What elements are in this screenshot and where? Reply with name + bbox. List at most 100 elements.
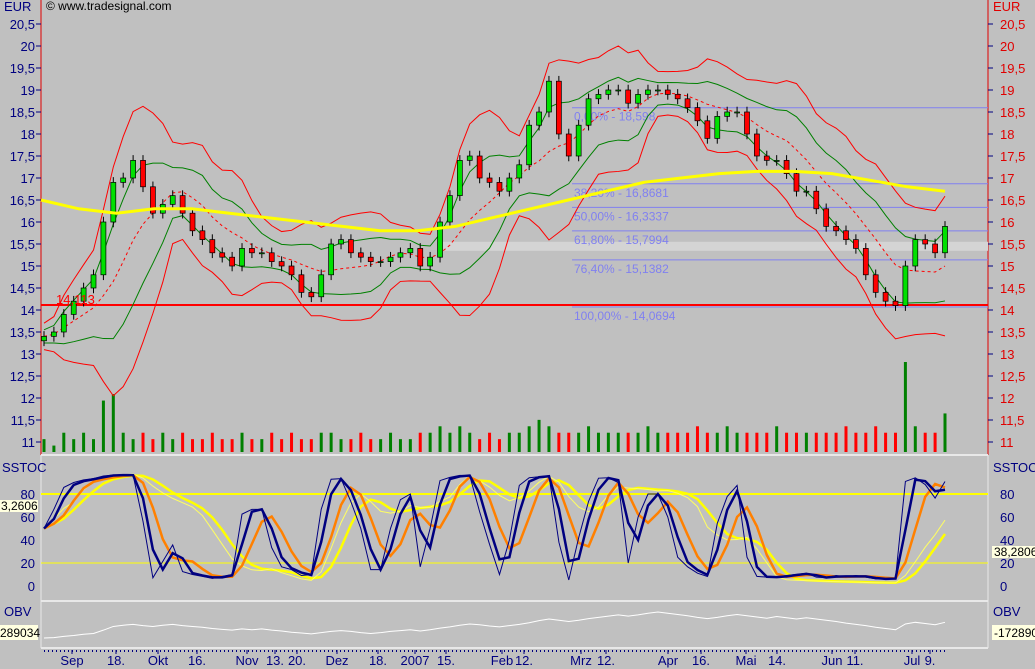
date-minor-tick xyxy=(424,650,425,652)
candle-body xyxy=(397,252,404,258)
date-minor-tick xyxy=(484,650,485,652)
date-minor-tick xyxy=(660,650,661,652)
volume-bar xyxy=(299,439,303,452)
candle-body xyxy=(258,252,265,255)
volume-bar xyxy=(527,426,531,452)
date-minor-tick xyxy=(136,650,137,652)
volume-bar xyxy=(121,432,125,452)
stoch-tick-label-right: 60 xyxy=(1000,510,1014,525)
date-minor-tick xyxy=(564,650,565,652)
date-minor-tick xyxy=(196,650,197,652)
candle-body xyxy=(684,98,691,108)
date-minor-tick xyxy=(496,650,497,652)
date-minor-tick xyxy=(752,650,753,652)
date-minor-tick xyxy=(132,650,133,652)
volume-bar xyxy=(260,439,264,452)
volume-bar xyxy=(82,432,86,452)
candle-body xyxy=(417,248,424,267)
date-tick-label: 13. xyxy=(266,653,284,668)
candle-body xyxy=(714,116,721,139)
date-minor-tick xyxy=(732,650,733,652)
candle-body xyxy=(239,248,245,267)
volume-bar xyxy=(725,426,729,452)
date-minor-tick xyxy=(260,650,261,652)
date-tick-label: 9. xyxy=(925,653,936,668)
stoch-tick-label-left: 40 xyxy=(21,533,35,548)
candle-body xyxy=(268,252,275,262)
candle-body xyxy=(536,111,542,126)
obv-readout-right-bg xyxy=(992,625,1035,640)
date-tick-label: 2007 xyxy=(401,653,430,668)
date-minor-tick xyxy=(320,650,321,652)
date-minor-tick xyxy=(432,650,433,652)
price-tick-label-left: 12 xyxy=(21,391,35,406)
volume-bar xyxy=(884,432,888,452)
fibonacci-levels: 0,00% - 18,598 38,20% - 16,8681 50,00% - 1… xyxy=(41,107,988,323)
price-tick-label-left: 13 xyxy=(21,347,35,362)
date-minor-tick xyxy=(608,650,609,652)
date-tick-label: Okt xyxy=(148,653,169,668)
date-minor-tick xyxy=(556,650,557,652)
date-minor-tick xyxy=(124,650,125,652)
date-minor-tick xyxy=(360,650,361,652)
date-tick-label: 20. xyxy=(288,653,306,668)
date-minor-tick xyxy=(488,650,489,652)
volume-bar xyxy=(72,439,76,452)
volume-bar xyxy=(765,432,769,452)
date-minor-tick xyxy=(684,650,685,652)
date-minor-tick xyxy=(900,650,901,652)
candle-body xyxy=(575,124,582,157)
volume-bar xyxy=(42,439,46,452)
volume-bar xyxy=(844,426,848,452)
candle-body xyxy=(41,336,47,342)
candle-body xyxy=(902,265,909,306)
price-tick-label-left: 19 xyxy=(21,83,35,98)
date-minor-tick xyxy=(708,650,709,652)
volume-bar xyxy=(488,432,492,452)
date-tick-label: Dez xyxy=(325,653,348,668)
candle-body xyxy=(862,248,869,276)
date-minor-tick xyxy=(228,650,229,652)
date-minor-tick xyxy=(540,650,541,652)
candle-body xyxy=(694,107,701,122)
date-minor-tick xyxy=(144,650,145,652)
date-minor-tick xyxy=(168,650,169,652)
date-minor-tick xyxy=(516,650,517,652)
price-tick-label-left: 18 xyxy=(21,127,35,142)
date-minor-tick xyxy=(452,650,453,652)
stoch-tick-label-right: 20 xyxy=(1000,556,1014,571)
date-minor-tick xyxy=(692,650,693,652)
candle-body xyxy=(130,160,136,179)
date-minor-tick xyxy=(792,650,793,652)
volume-bar xyxy=(616,432,620,452)
date-minor-tick xyxy=(316,650,317,652)
volume-bar xyxy=(62,432,66,452)
date-minor-tick xyxy=(748,650,749,652)
date-minor-tick xyxy=(396,650,397,652)
date-minor-tick xyxy=(680,650,681,652)
candle-body xyxy=(110,182,117,223)
date-minor-tick xyxy=(156,650,157,652)
price-tick-label-right: 17 xyxy=(1000,171,1014,186)
candle-body xyxy=(407,248,414,254)
volume-bar xyxy=(230,439,234,452)
date-minor-tick xyxy=(492,650,493,652)
candle-body xyxy=(80,287,87,302)
volume-bar xyxy=(705,432,709,452)
obv-readout-left: 289034 xyxy=(0,626,40,640)
candle-body xyxy=(833,226,839,232)
date-minor-tick xyxy=(904,650,905,652)
date-minor-tick xyxy=(416,650,417,652)
volume-bar xyxy=(587,426,591,452)
date-minor-tick xyxy=(480,650,481,652)
volume-bar xyxy=(339,439,343,452)
date-minor-tick xyxy=(936,650,937,652)
volume-bar xyxy=(755,432,759,452)
price-tick-label-right: 20,5 xyxy=(1000,17,1025,32)
candle-body xyxy=(179,195,186,214)
candle-body xyxy=(734,111,740,114)
volume-bar xyxy=(923,432,927,452)
date-minor-tick xyxy=(468,650,469,652)
date-minor-tick xyxy=(880,650,881,652)
volume-bar xyxy=(280,439,284,452)
